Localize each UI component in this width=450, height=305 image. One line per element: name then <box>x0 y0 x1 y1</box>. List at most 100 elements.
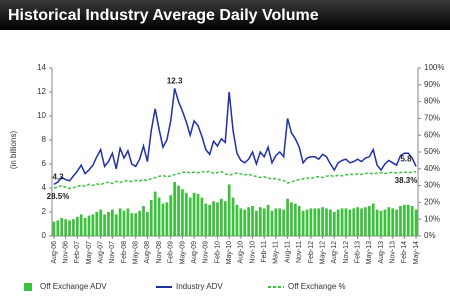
y-tick-label: 14 <box>37 63 46 72</box>
bar <box>270 210 274 236</box>
x-tick-label: Aug-07 <box>98 241 105 264</box>
bar <box>301 210 305 236</box>
x-tick-label: Aug-08 <box>144 241 151 264</box>
bar <box>387 207 391 236</box>
y2-tick-label: 70% <box>424 114 440 123</box>
bar <box>266 204 270 236</box>
bar <box>227 184 231 236</box>
x-tick-label: Aug-06 <box>51 241 58 264</box>
y-axis-label: (in billions) <box>9 131 18 170</box>
x-tick-label: May-07 <box>86 241 93 264</box>
y-tick-label: 4 <box>42 183 47 192</box>
bar <box>395 209 398 236</box>
bar <box>103 214 106 236</box>
y2-tick-label: 10% <box>424 214 440 223</box>
x-tick-label: May-10 <box>226 241 233 264</box>
bar <box>383 209 387 236</box>
y-tick-label: 12 <box>37 87 46 96</box>
bar <box>64 219 67 236</box>
bar <box>391 208 395 236</box>
bar <box>114 214 118 236</box>
bar <box>52 221 56 236</box>
bar <box>181 189 184 236</box>
y-tick-label: 2 <box>42 207 47 216</box>
bar <box>348 209 352 236</box>
x-tick-label: Feb-11 <box>261 241 268 263</box>
y2-tick-label: 60% <box>424 130 440 139</box>
x-tick-label: Nov-10 <box>249 241 256 264</box>
bar <box>118 208 122 236</box>
bar <box>258 207 262 236</box>
bar <box>87 215 91 236</box>
bar <box>290 202 293 236</box>
bar <box>177 185 180 236</box>
bar <box>79 214 83 236</box>
bar <box>305 209 309 236</box>
x-tick-label: May-08 <box>133 241 140 264</box>
bar <box>204 203 208 236</box>
bar <box>255 210 258 236</box>
x-tick-label: Nov-07 <box>109 241 116 264</box>
bar <box>414 209 418 236</box>
y-tick-label: 8 <box>42 135 47 144</box>
bar <box>344 208 348 236</box>
x-tick-label: May-14 <box>413 241 420 264</box>
series-line <box>53 88 417 186</box>
bar <box>173 182 177 236</box>
bar <box>278 208 282 236</box>
bar <box>146 212 149 236</box>
bar <box>399 206 402 236</box>
bar <box>340 208 344 236</box>
x-tick-label: May-09 <box>179 241 186 264</box>
y-tick-label: 0 <box>42 231 47 240</box>
bar <box>99 209 103 236</box>
bar <box>297 206 301 236</box>
bar <box>122 210 126 236</box>
bar <box>293 203 297 236</box>
bar <box>196 194 200 236</box>
bar <box>134 213 138 236</box>
bar <box>157 197 161 236</box>
bar <box>72 219 75 236</box>
bar <box>356 207 360 236</box>
bar <box>126 208 130 236</box>
legend-swatch <box>24 283 32 291</box>
bar <box>239 208 243 236</box>
bar <box>153 191 157 236</box>
x-tick-label: Nov-08 <box>156 241 163 264</box>
x-tick-label: May-11 <box>273 241 280 264</box>
bar <box>282 209 286 236</box>
bar <box>223 201 227 236</box>
bar <box>403 204 406 236</box>
bar <box>231 197 235 236</box>
y2-tick-label: 20% <box>424 198 440 207</box>
bar <box>60 218 64 236</box>
series-line <box>53 170 417 190</box>
data-label: 4.3 <box>52 173 64 182</box>
bar <box>75 216 79 236</box>
bar <box>216 202 219 236</box>
bar <box>200 197 204 236</box>
bar <box>406 204 410 236</box>
bar <box>262 208 266 236</box>
y2-tick-label: 0% <box>424 231 436 240</box>
bar <box>220 198 223 236</box>
x-tick-label: Aug-10 <box>238 241 245 264</box>
bar <box>235 204 239 236</box>
bar <box>274 208 278 236</box>
bar <box>161 203 165 236</box>
bar <box>169 195 173 236</box>
bar <box>110 209 114 236</box>
x-tick-label: Feb-09 <box>168 241 175 263</box>
bar <box>371 203 375 236</box>
y2-tick-label: 40% <box>424 164 440 173</box>
bar <box>360 208 363 236</box>
bar <box>325 208 328 236</box>
bar <box>83 218 87 236</box>
bar <box>68 220 71 236</box>
data-label: 5.8 <box>400 155 412 164</box>
bar <box>142 206 145 236</box>
legend-label: Off Exchange % <box>288 282 346 291</box>
bar <box>410 206 414 236</box>
